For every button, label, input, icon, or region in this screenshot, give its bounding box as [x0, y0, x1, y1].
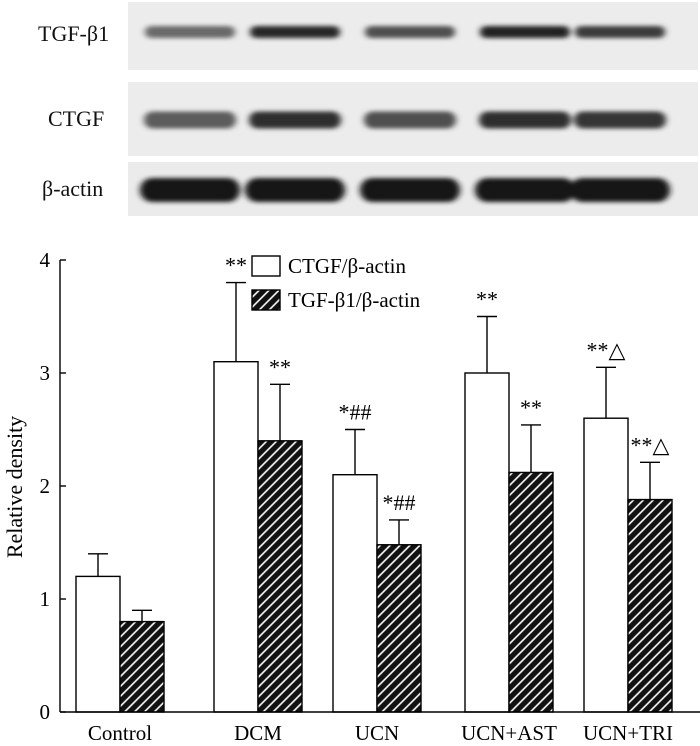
- legend-swatch-tgf-beta1: [251, 289, 281, 311]
- x-axis: Control DCM UCN UCN+AST UCN+TRI: [60, 711, 700, 745]
- significance-label: *##: [383, 490, 416, 515]
- blot-bands: [140, 26, 670, 202]
- significance-annotations: ** *## ** **△ ** *## ** **△: [225, 253, 670, 515]
- x-tick-label: UCN+AST: [461, 721, 557, 745]
- legend-swatch-ctgf: [251, 255, 281, 277]
- significance-label: **: [476, 287, 498, 312]
- blot-band: [249, 111, 341, 129]
- blot-band: [575, 26, 665, 38]
- blot-band: [140, 178, 240, 202]
- blot-band: [574, 111, 666, 129]
- blot-band: [475, 178, 575, 202]
- bar-tgf-beta1: [119, 620, 165, 713]
- bar-ctgf: [332, 474, 378, 713]
- blot-band: [360, 178, 460, 202]
- blot-band: [480, 26, 570, 38]
- blot-band: [245, 178, 345, 202]
- y-tick-label: 1: [40, 587, 51, 611]
- blot-band: [570, 178, 670, 202]
- significance-label: **△: [631, 432, 670, 457]
- blot-band: [479, 111, 571, 129]
- bar-tgf-beta1: [508, 471, 554, 713]
- significance-label: **: [225, 253, 247, 278]
- significance-label: **: [520, 395, 542, 420]
- significance-label: **△: [587, 337, 626, 362]
- y-tick-label: 4: [40, 248, 51, 272]
- western-blot-panel: TGF-β1 CTGF β-actin: [38, 2, 698, 216]
- legend-label-ctgf: CTGF/β-actin: [288, 254, 407, 278]
- blot-label-tgf-beta1: TGF-β1: [38, 21, 109, 46]
- blot-band: [365, 26, 455, 38]
- legend: CTGF/β-actin TGF-β1/β-actin: [251, 254, 421, 312]
- legend-label-tgf-beta1: TGF-β1/β-actin: [288, 288, 421, 312]
- bar-tgf-beta1: [627, 498, 673, 713]
- y-tick-label: 0: [40, 700, 51, 724]
- bar-ctgf: [464, 372, 510, 713]
- y-tick-label: 2: [40, 474, 51, 498]
- x-tick-label: Control: [88, 721, 152, 745]
- blot-band: [145, 26, 235, 38]
- x-tick-label: UCN: [355, 721, 399, 745]
- bar-tgf-beta1: [257, 440, 303, 713]
- blot-band: [250, 26, 340, 38]
- bar-ctgf: [583, 417, 629, 713]
- blot-band: [144, 111, 236, 129]
- x-tick-label: DCM: [234, 721, 282, 745]
- significance-label: *##: [339, 400, 372, 425]
- bar-tgf-beta1: [376, 544, 422, 713]
- blot-band: [364, 111, 456, 129]
- blot-label-beta-actin: β-actin: [42, 176, 103, 201]
- x-tick-label: UCN+TRI: [583, 721, 673, 745]
- significance-label: **: [269, 354, 291, 379]
- y-axis: 0 1 2 3 4: [40, 248, 66, 724]
- bars: [75, 361, 673, 713]
- error-bars: [88, 281, 660, 622]
- bar-ctgf: [213, 361, 259, 713]
- y-tick-label: 3: [40, 361, 51, 385]
- blot-label-ctgf: CTGF: [48, 106, 104, 131]
- bar-ctgf: [75, 575, 121, 713]
- y-axis-title: Relative density: [2, 416, 27, 558]
